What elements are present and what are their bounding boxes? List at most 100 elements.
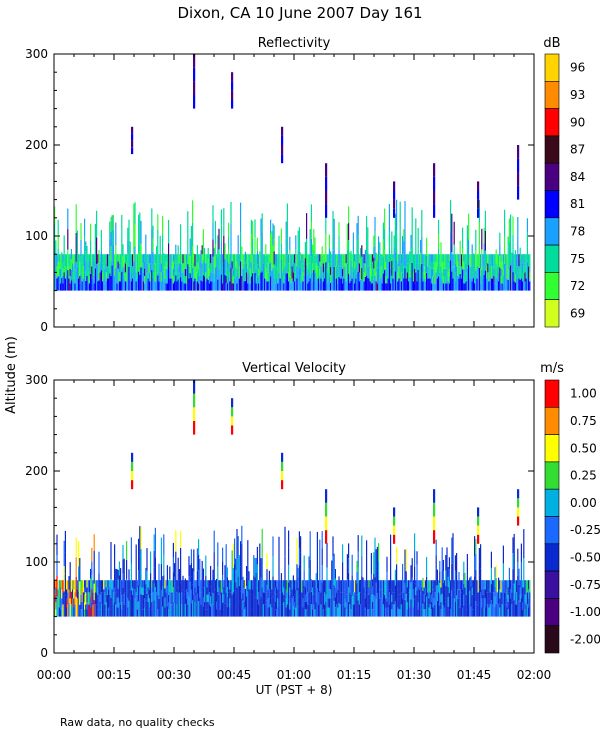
data-cell bbox=[139, 259, 141, 275]
data-cell bbox=[58, 283, 60, 291]
data-cell bbox=[518, 266, 520, 279]
data-cell bbox=[357, 253, 359, 272]
data-cell bbox=[78, 566, 80, 592]
data-cell bbox=[178, 254, 180, 264]
data-cell bbox=[158, 581, 160, 599]
data-cell bbox=[202, 568, 204, 579]
data-cell bbox=[133, 203, 135, 233]
data-cell bbox=[420, 604, 422, 617]
data-cell bbox=[151, 208, 153, 229]
data-cell bbox=[296, 564, 298, 591]
data-cell bbox=[226, 261, 228, 269]
data-cell bbox=[175, 594, 177, 617]
data-cell bbox=[112, 580, 114, 593]
data-cell bbox=[213, 595, 215, 617]
data-cell bbox=[74, 283, 76, 291]
data-cell bbox=[195, 592, 197, 605]
data-cell bbox=[213, 530, 215, 553]
data-cell bbox=[334, 266, 336, 279]
data-cell bbox=[356, 223, 358, 240]
isolated-return bbox=[433, 516, 436, 531]
data-cell bbox=[63, 591, 65, 617]
data-cell bbox=[289, 587, 291, 595]
data-cell bbox=[406, 594, 408, 603]
data-cell bbox=[483, 227, 485, 244]
data-cell bbox=[66, 261, 68, 269]
data-cell bbox=[307, 283, 309, 291]
data-cell bbox=[242, 592, 244, 601]
data-cell bbox=[436, 585, 438, 601]
data-cell bbox=[379, 242, 381, 252]
data-cell bbox=[361, 245, 363, 257]
data-cell bbox=[244, 579, 246, 589]
isolated-return bbox=[433, 163, 436, 177]
data-cell bbox=[55, 609, 57, 617]
data-cell bbox=[170, 266, 172, 279]
data-cell bbox=[98, 573, 100, 595]
data-cell bbox=[276, 587, 278, 595]
data-cell bbox=[424, 580, 426, 588]
data-cell bbox=[222, 254, 224, 262]
data-cell bbox=[376, 546, 378, 571]
colorbar-swatch bbox=[544, 488, 560, 517]
data-cell bbox=[111, 215, 113, 241]
data-cell bbox=[58, 607, 60, 617]
data-cell bbox=[57, 589, 59, 599]
data-cell bbox=[345, 609, 347, 617]
data-cell bbox=[472, 594, 474, 603]
colorbar-swatch bbox=[544, 217, 560, 246]
data-cell bbox=[231, 261, 233, 269]
data-cell bbox=[166, 585, 168, 596]
data-cell bbox=[391, 231, 393, 247]
data-cell bbox=[502, 598, 504, 617]
data-cell bbox=[270, 248, 272, 263]
data-cell bbox=[134, 607, 136, 617]
data-cell bbox=[108, 278, 110, 291]
data-cell bbox=[241, 275, 243, 291]
data-cell bbox=[349, 592, 351, 605]
data-cell bbox=[474, 254, 476, 262]
data-cell bbox=[208, 592, 210, 605]
data-cell bbox=[412, 607, 414, 617]
data-cell bbox=[457, 275, 459, 284]
data-cell bbox=[346, 566, 348, 580]
data-cell bbox=[468, 580, 470, 593]
data-cell bbox=[444, 254, 446, 262]
data-cell bbox=[418, 589, 420, 599]
data-cell bbox=[330, 598, 332, 608]
data-cell bbox=[134, 598, 136, 608]
isolated-return bbox=[281, 154, 284, 164]
data-cell bbox=[328, 580, 330, 590]
data-cell bbox=[334, 278, 336, 291]
data-cell bbox=[123, 570, 125, 582]
data-cell bbox=[285, 238, 287, 257]
data-cell bbox=[75, 233, 77, 262]
data-cell bbox=[526, 218, 528, 233]
data-cell bbox=[224, 274, 226, 291]
data-cell bbox=[181, 272, 183, 282]
data-cell bbox=[459, 607, 461, 617]
data-cell bbox=[404, 583, 406, 600]
data-cell bbox=[438, 262, 440, 277]
data-cell bbox=[291, 580, 293, 590]
data-cell bbox=[152, 592, 154, 605]
data-cell bbox=[332, 576, 334, 597]
data-cell bbox=[217, 246, 219, 258]
data-cell bbox=[332, 250, 334, 271]
data-cell bbox=[408, 604, 410, 617]
data-cell bbox=[111, 265, 113, 291]
data-cell bbox=[116, 569, 118, 579]
data-cell bbox=[181, 604, 183, 617]
data-cell bbox=[226, 276, 228, 284]
data-cell bbox=[136, 602, 138, 610]
data-cell bbox=[190, 225, 192, 239]
data-cell bbox=[284, 266, 286, 279]
data-cell bbox=[366, 570, 368, 587]
data-cell bbox=[170, 580, 172, 593]
data-cell bbox=[212, 604, 214, 617]
data-cell bbox=[150, 573, 152, 595]
y-tick-label: 300 bbox=[25, 373, 48, 387]
data-cell bbox=[436, 266, 438, 279]
data-cell bbox=[333, 600, 335, 617]
data-cell bbox=[278, 235, 280, 255]
